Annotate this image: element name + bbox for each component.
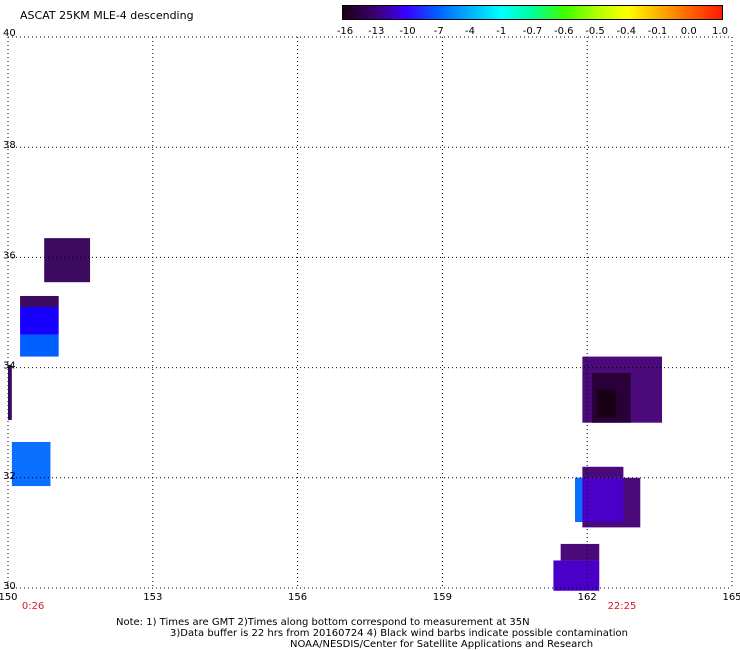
data-cell [20,295,59,307]
lat-tick-label: 34 [3,361,16,372]
colorbar-tick-label: 0.0 [680,26,697,37]
data-cell [575,477,624,522]
data-cell [20,306,59,335]
lon-tick-label: 156 [288,592,307,603]
lon-tick-label: 162 [578,592,597,603]
lon-tick-label: 153 [143,592,162,603]
colorbar-tick-label: -0.7 [522,26,543,37]
colorbar-tick-label: -0.6 [553,26,574,37]
pass-time-label: 0:26 [21,601,45,612]
lat-tick-label: 32 [3,471,16,482]
data-cell [553,560,600,591]
lon-tick-label: 150 [0,592,18,603]
colorbar-tick-label: -0.1 [647,26,668,37]
lat-tick-label: 30 [3,581,16,592]
pass-time-label: 22:25 [607,601,637,612]
colorbar-tick-label: -16 [336,26,354,37]
colorbar-tick-label: -10 [399,26,416,37]
lon-tick-label: 159 [433,592,452,603]
colorbar-tick-label: -1 [496,26,507,37]
lat-tick-label: 36 [3,250,16,261]
map-title: ASCAT 25KM MLE-4 descending [20,9,194,22]
note-line-2: 3)Data buffer is 22 hrs from 20160724 4)… [170,628,628,639]
data-cell [575,477,583,522]
data-cell [560,543,600,561]
data-cell [44,238,91,283]
data-cell [582,466,624,478]
lon-tick-label: 165 [722,592,740,603]
data-cell [11,441,51,487]
colorbar [342,5,723,20]
colorbar-tick-label: 1.0 [712,26,728,37]
data-cell [596,389,617,418]
lat-tick-label: 38 [3,140,16,151]
note-line-3: NOAA/NESDIS/Center for Satellite Applica… [290,639,594,650]
data-cell [8,364,12,420]
data-cell [20,334,59,357]
colorbar-tick-label: -13 [368,26,385,37]
note-line-1: Note: 1) Times are GMT 2)Times along bot… [116,617,530,628]
colorbar-tick-label: -7 [433,26,444,37]
colorbar-tick-label: -4 [465,26,475,37]
colorbar-tick-label: -0.4 [616,26,637,37]
colorbar-tick-label: -0.5 [585,26,605,37]
lat-tick-label: 40 [3,28,16,39]
